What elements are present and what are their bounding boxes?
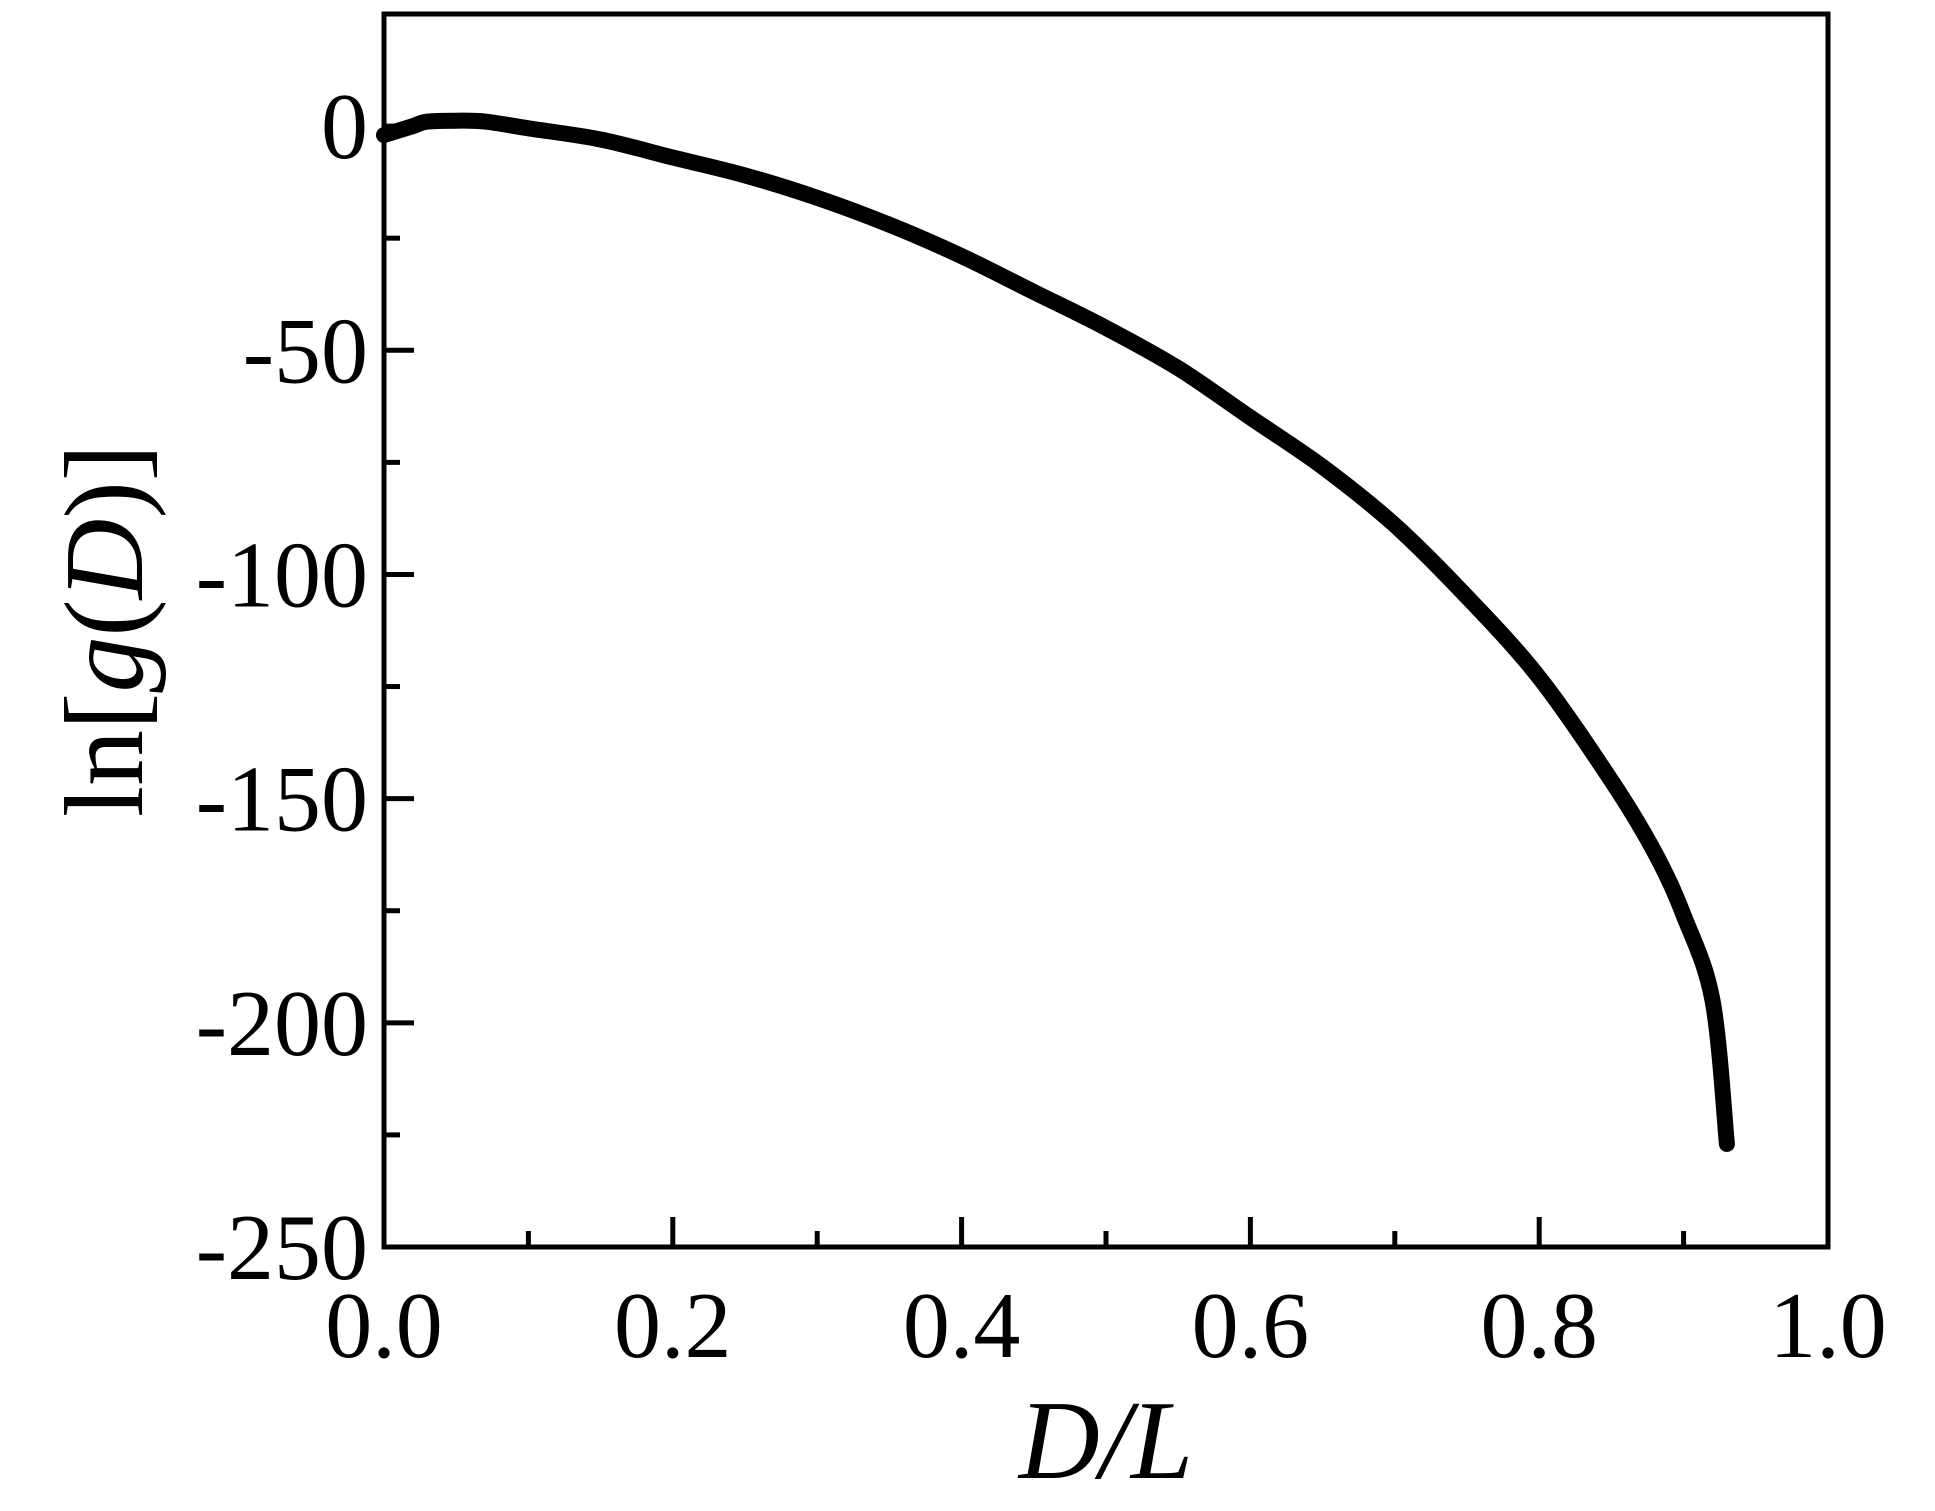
y-tick-label: -100 — [196, 523, 368, 627]
x-tick-label: 0.2 — [614, 1274, 732, 1378]
x-tick-label: 1.0 — [1769, 1274, 1887, 1378]
x-axis-ticks — [381, 1217, 1831, 1247]
x-axis-tick-labels: 0.0 0.2 0.4 0.6 0.8 1.0 — [325, 1274, 1887, 1378]
y-axis-ticks — [384, 123, 414, 1250]
y-tick-label: -50 — [243, 299, 368, 403]
y-axis-tick-labels: 0 -50 -100 -150 -200 -250 — [196, 75, 368, 1300]
y-tick-label: -250 — [196, 1196, 368, 1300]
series-line — [376, 112, 1735, 1152]
plot-frame — [381, 11, 1831, 1250]
y-axis-label: ln[g(D)] — [43, 444, 167, 817]
y-tick-label: -150 — [196, 748, 368, 852]
x-tick-label: 0.0 — [325, 1274, 443, 1378]
x-tick-label: 0.8 — [1480, 1274, 1598, 1378]
y-tick-label: 0 — [321, 75, 368, 179]
y-tick-label: -200 — [196, 972, 368, 1076]
x-tick-label: 0.6 — [1192, 1274, 1310, 1378]
x-tick-label: 0.4 — [903, 1274, 1021, 1378]
x-axis-label: D/L — [1017, 1379, 1193, 1503]
